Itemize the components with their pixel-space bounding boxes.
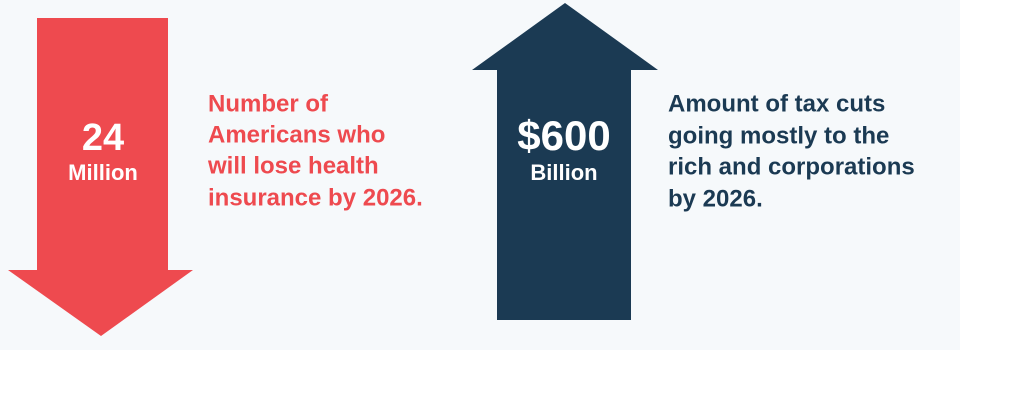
description-line: by 2026. <box>668 185 763 212</box>
description-line: insurance by 2026. <box>208 184 423 211</box>
figure-unit: Billion <box>530 160 597 185</box>
description-line: will lose health <box>207 152 379 179</box>
description: Amount of tax cuts going mostly to the r… <box>668 90 915 212</box>
figure: $600 <box>517 112 610 159</box>
description-line: Americans who <box>208 121 385 148</box>
description-line: Number of <box>208 90 329 117</box>
description-line: Amount of tax cuts <box>668 90 885 117</box>
description-line: rich and corporations <box>668 153 915 180</box>
figure: 24 <box>82 117 124 159</box>
up-arrow <box>472 3 658 320</box>
down-arrow <box>8 18 193 336</box>
description-line: going mostly to the <box>668 122 889 149</box>
figure-unit: Million <box>68 160 138 185</box>
description: Number of Americans who will lose health… <box>207 90 423 211</box>
